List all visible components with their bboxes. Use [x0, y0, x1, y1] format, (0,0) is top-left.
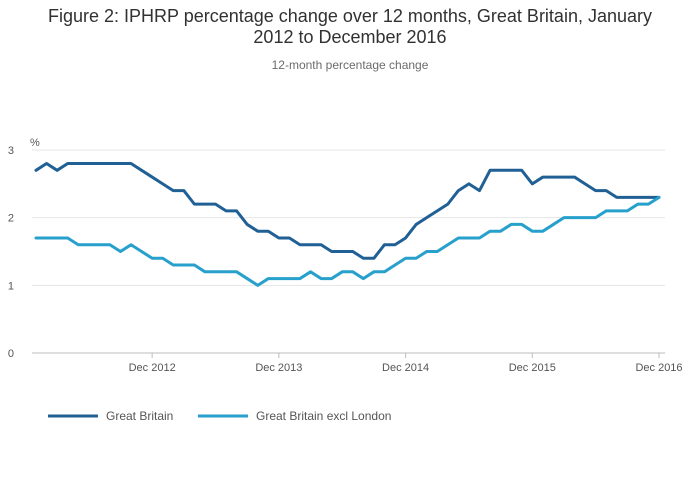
series-line-great-britain[interactable] [34, 162, 661, 260]
axes: 0 1 2 3% Dec 2012 Dec 2013 Dec 2014 Dec 2015 Dec… [8, 137, 683, 374]
chart-title: Figure 2: IPHRP percentage change over 1… [48, 6, 652, 47]
chart-subtitle: 12-month percentage change [271, 58, 429, 72]
legend-label[interactable]: Great Britain [106, 409, 173, 423]
y-tick-label: 1 [8, 280, 14, 292]
x-tick-label: Dec 2015 [509, 362, 556, 374]
series-lines [34, 162, 661, 287]
y-axis-unit-label: % [30, 137, 40, 149]
y-tick-label: 2 [8, 213, 14, 225]
y-tick-label: 3 [8, 145, 14, 157]
x-tick-label: Dec 2012 [129, 362, 176, 374]
x-tick-label: Dec 2014 [382, 362, 429, 374]
series-line-great-britain-excl-london[interactable] [34, 195, 661, 287]
legend-label[interactable]: Great Britain excl London [256, 409, 391, 423]
y-tick-label: 0 [8, 348, 14, 360]
gridlines [32, 149, 665, 354]
x-tick-label: Dec 2016 [635, 362, 682, 374]
x-tick-label: Dec 2013 [255, 362, 302, 374]
legend[interactable]: Great Britain Great Britain excl London [48, 409, 391, 423]
